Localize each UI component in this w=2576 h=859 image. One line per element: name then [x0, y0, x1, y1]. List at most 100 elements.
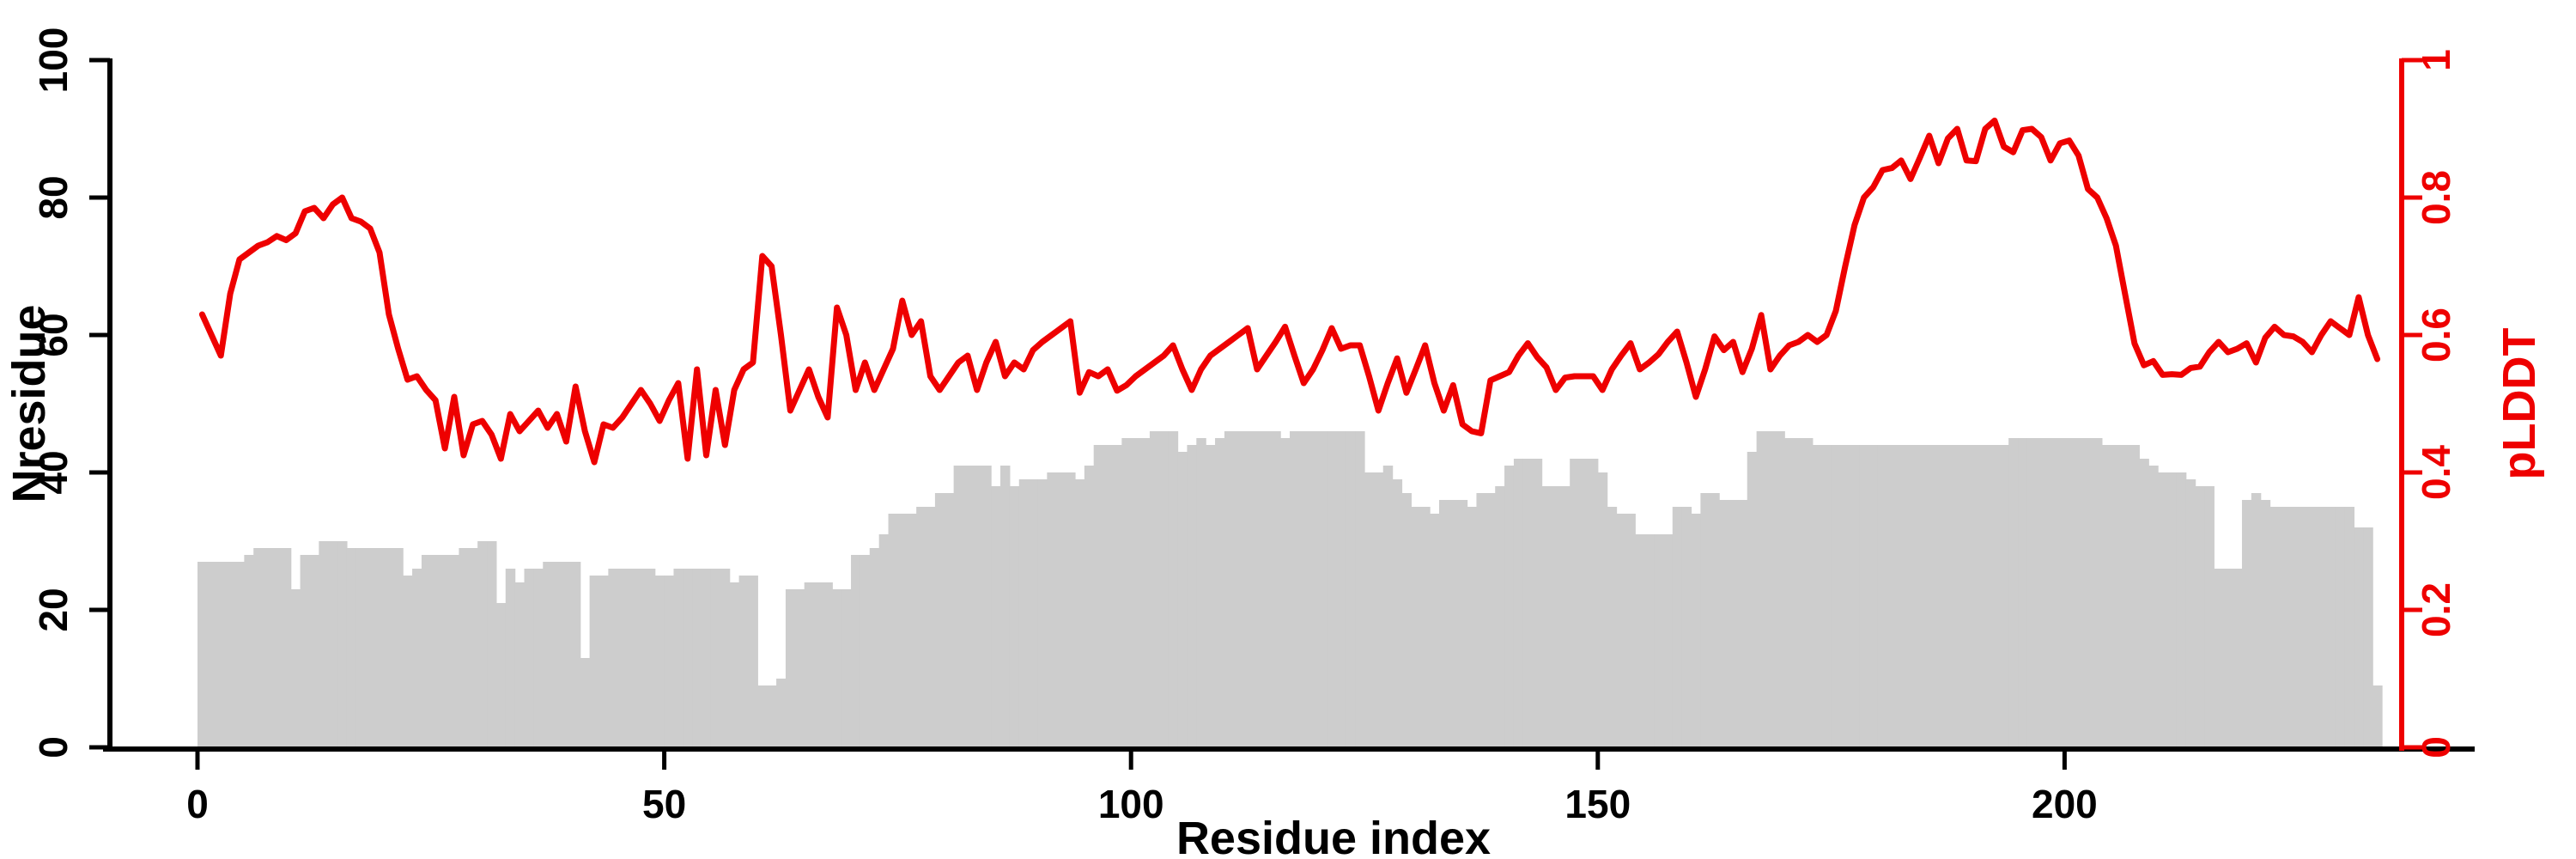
- bar: [1206, 445, 1216, 747]
- bar: [1158, 431, 1170, 747]
- bar: [570, 562, 581, 747]
- bar: [1420, 507, 1431, 747]
- bar: [1654, 534, 1664, 747]
- bar: [468, 548, 478, 747]
- bar: [767, 685, 777, 747]
- bar: [580, 658, 591, 747]
- bar: [1980, 445, 1991, 747]
- bar: [1812, 445, 1823, 747]
- nresidue-bar-series: [197, 431, 2383, 747]
- bar: [1859, 445, 1869, 747]
- bar: [1401, 493, 1412, 747]
- bar: [2148, 466, 2159, 747]
- bar: [309, 555, 319, 747]
- bar: [1775, 431, 1785, 747]
- bar: [1336, 431, 1346, 747]
- bar: [729, 582, 740, 747]
- bar: [2372, 685, 2383, 747]
- bar: [748, 576, 758, 747]
- bar: [944, 493, 955, 747]
- bar: [1710, 493, 1720, 747]
- bar: [2074, 438, 2084, 747]
- bar: [1579, 459, 1589, 747]
- bar: [2036, 438, 2047, 747]
- bar: [1252, 431, 1263, 747]
- bar: [851, 555, 861, 747]
- bar: [823, 582, 833, 747]
- bar: [1476, 493, 1486, 747]
- bar: [1009, 486, 1020, 747]
- bar: [841, 589, 852, 747]
- bar: [2158, 472, 2168, 747]
- bar: [2064, 438, 2075, 747]
- bar: [617, 569, 628, 747]
- bar: [1896, 445, 1907, 747]
- bar: [2204, 486, 2215, 747]
- bar: [878, 534, 890, 747]
- bar: [1551, 486, 1561, 747]
- bar: [263, 548, 273, 747]
- bar: [440, 555, 451, 747]
- bar: [1971, 445, 1982, 747]
- bar: [2307, 507, 2318, 747]
- bar: [953, 466, 964, 747]
- bar: [1177, 452, 1188, 747]
- bar: [1298, 431, 1309, 747]
- bar: [1737, 500, 1748, 747]
- bar: [683, 569, 693, 747]
- bar: [1495, 486, 1505, 747]
- bar: [981, 466, 992, 747]
- bar: [589, 576, 600, 747]
- bar: [1112, 445, 1122, 747]
- bar: [1616, 514, 1627, 747]
- bar: [1597, 472, 1608, 747]
- left-axis-title: Nresidue: [3, 304, 55, 503]
- bar: [720, 569, 731, 747]
- bar: [234, 562, 245, 747]
- bar: [2354, 527, 2364, 747]
- bar: [1700, 493, 1710, 747]
- bar: [999, 466, 1011, 747]
- bar: [244, 555, 254, 747]
- bar: [1915, 445, 1925, 747]
- bar: [1560, 486, 1571, 747]
- bar: [355, 548, 367, 747]
- bar: [1784, 438, 1795, 747]
- bar: [1877, 445, 1888, 747]
- y2-tick-label: 0.4: [2414, 445, 2458, 500]
- bar: [1224, 431, 1235, 747]
- bar: [1084, 466, 1095, 747]
- bar: [2045, 438, 2057, 747]
- bar: [1392, 479, 1403, 747]
- bar: [608, 569, 618, 747]
- bar: [421, 555, 432, 747]
- bar: [290, 589, 301, 747]
- bar: [1233, 431, 1244, 747]
- bar: [1411, 507, 1421, 747]
- y-tick-label: 0: [31, 736, 76, 758]
- y2-tick-label: 1: [2414, 49, 2458, 71]
- bar: [281, 548, 292, 747]
- bar: [1850, 445, 1860, 747]
- bar: [1066, 472, 1076, 747]
- bar: [412, 569, 422, 747]
- bar: [2241, 500, 2252, 747]
- bar: [1765, 431, 1776, 747]
- bar: [1681, 507, 1692, 747]
- bar: [1327, 431, 1337, 747]
- bar: [1093, 445, 1104, 747]
- axes: 0 50 100 150 200 0 20 40 60 80 100 0 0.2 0.4 0.6 0.8 1: [31, 27, 2475, 826]
- bar: [757, 685, 768, 747]
- bar: [1131, 438, 1141, 747]
- bar: [1999, 445, 2009, 747]
- x-tick-label: 100: [1098, 782, 1164, 826]
- bar: [1952, 445, 1963, 747]
- bar: [598, 576, 609, 747]
- right-axis-title: pLDDT: [2494, 328, 2545, 480]
- bar: [1467, 507, 1478, 747]
- bar: [2129, 445, 2140, 747]
- bar: [1513, 459, 1524, 747]
- bar: [1261, 431, 1272, 747]
- bar: [1635, 534, 1645, 747]
